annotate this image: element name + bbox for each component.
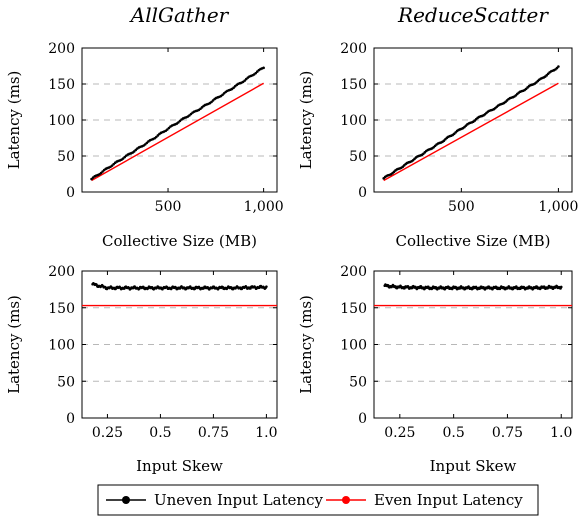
y-tick-label: 50 [349, 374, 367, 390]
y-tick-label: 150 [48, 77, 75, 93]
uneven-latency-point [557, 65, 560, 68]
y-tick-label: 0 [358, 411, 367, 427]
x-axis-label: Collective Size (MB) [395, 232, 550, 250]
y-tick-label: 150 [48, 301, 75, 317]
y-tick-label: 200 [340, 41, 367, 57]
y-axis-label: Latency (ms) [5, 71, 23, 170]
uneven-latency-point [265, 285, 268, 288]
x-tick-label: 0.75 [492, 425, 523, 441]
x-tick-label: 1.0 [550, 425, 572, 441]
legend-label: Even Input Latency [374, 491, 523, 509]
subplot-title: AllGather [129, 3, 230, 27]
y-axis-label: Latency (ms) [297, 71, 315, 170]
x-tick-label: 1,000 [244, 199, 284, 215]
y-tick-label: 100 [48, 113, 75, 129]
x-tick-label: 500 [155, 199, 182, 215]
y-tick-label: 50 [57, 374, 75, 390]
x-tick-label: 0.75 [198, 425, 229, 441]
subplot-2: 0 50 100 150 200 500 1,000 ReduceScatter Collect… [297, 3, 578, 250]
y-tick-label: 150 [340, 77, 367, 93]
y-tick-label: 0 [66, 411, 75, 427]
uneven-latency-point [559, 285, 563, 289]
legend: Uneven Input Latency Even Input Latency [97, 484, 539, 516]
x-tick-label: 500 [448, 199, 475, 215]
y-tick-label: 100 [340, 338, 367, 354]
uneven-latency-point [254, 71, 258, 75]
subplot-4: 0 50 100 150 200 0.25 0.5 0.75 1.0 Input Skew Late… [297, 264, 573, 475]
legend-box [97, 484, 539, 516]
x-axis-label: Input Skew [430, 457, 517, 475]
x-tick-label: 0.5 [149, 425, 171, 441]
plot-frame [81, 270, 278, 419]
legend-marker [342, 496, 350, 504]
y-tick-label: 0 [66, 185, 75, 201]
plot-frame [81, 47, 278, 193]
y-axis-label: Latency (ms) [297, 295, 315, 394]
x-axis-label: Input Skew [136, 457, 223, 475]
y-tick-label: 200 [48, 41, 75, 57]
x-tick-label: 0.25 [384, 425, 415, 441]
x-tick-label: 0.5 [442, 425, 464, 441]
y-tick-label: 50 [349, 149, 367, 165]
y-tick-label: 100 [340, 113, 367, 129]
x-tick-label: 1.0 [255, 425, 277, 441]
even-latency-line [383, 82, 559, 182]
y-tick-label: 200 [340, 264, 367, 280]
plot-frame [373, 47, 573, 193]
y-tick-label: 150 [340, 301, 367, 317]
x-tick-label: 1,000 [538, 199, 578, 215]
subplot-3: 0 50 100 150 200 0.25 0.5 0.75 1.0 Input Skew Late… [5, 264, 278, 475]
y-tick-label: 50 [57, 149, 75, 165]
x-tick-label: 0.25 [92, 425, 123, 441]
subplot-1: 0 50 100 150 200 500 1,000 AllGather Collective … [5, 3, 284, 250]
plot-frame [373, 270, 573, 419]
y-tick-label: 100 [48, 338, 75, 354]
y-tick-label: 0 [358, 185, 367, 201]
even-latency-line [91, 82, 264, 182]
legend-marker [122, 496, 130, 504]
subplot-title: ReduceScatter [397, 3, 549, 27]
y-axis-label: Latency (ms) [5, 295, 23, 394]
y-tick-label: 200 [48, 264, 75, 280]
legend-label: Uneven Input Latency [154, 491, 323, 509]
x-axis-label: Collective Size (MB) [102, 232, 257, 250]
uneven-latency-point [262, 66, 265, 70]
